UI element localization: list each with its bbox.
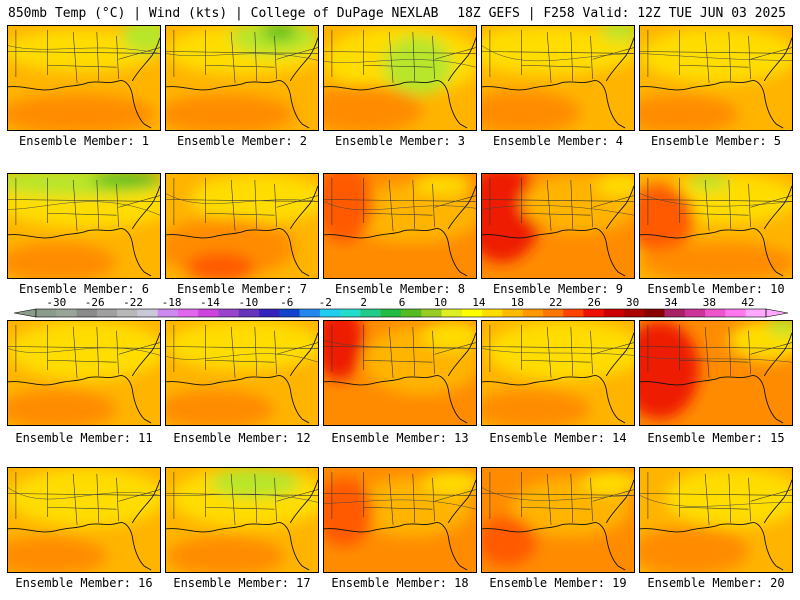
ensemble-member-map [481,25,635,131]
colorbar-swatch [319,309,341,317]
colorbar-swatch [36,309,57,317]
colorbar-tick-label: 14 [472,296,486,309]
colorbar-swatch [644,309,665,317]
colorbar-swatch [218,309,240,317]
colorbar-swatch [441,309,463,317]
ensemble-member-label: Ensemble Member: 4 [492,134,624,148]
ensemble-member-label: Ensemble Member: 16 [15,576,153,590]
colorbar-swatch [725,309,747,317]
ensemble-member-label: Ensemble Member: 5 [650,134,782,148]
ensemble-member-map [7,25,161,131]
colorbar-arrow-right [765,308,789,318]
colorbar-swatch [583,309,605,317]
ensemble-member-map [323,173,477,279]
ensemble-member-label: Ensemble Member: 6 [18,282,150,296]
colorbar-swatch [522,309,544,317]
colorbar-tick-label: -22 [123,296,144,309]
colorbar-tick-label: 22 [549,296,563,309]
colorbar-tick-label: 30 [625,296,640,309]
colorbar-tick-label: -10 [238,296,259,309]
colorbar-swatch [482,309,503,317]
ensemble-member-map [639,320,793,426]
colorbar-swatch [96,309,118,317]
ensemble-member-map [7,320,161,426]
ensemble-member-label: Ensemble Member: 7 [176,282,308,296]
colorbar-swatch [198,309,219,317]
map-title: 850mb Temp (°C) | Wind (kts) | College o… [8,6,439,21]
ensemble-member-map [639,25,793,131]
ensemble-member-map [165,25,319,131]
colorbar-swatch [380,309,402,317]
ensemble-member-map [323,25,477,131]
ensemble-member-map [639,173,793,279]
colorbar-swatch [542,309,564,317]
colorbar-swatch [563,309,584,317]
ensemble-member-label: Ensemble Member: 10 [647,282,785,296]
colorbar-swatch [705,309,726,317]
ensemble-member-label: Ensemble Member: 19 [489,576,627,590]
ensemble-member-map [323,467,477,573]
colorbar-tick-label: 18 [510,296,524,309]
colorbar-swatch [340,309,361,317]
ensemble-member-label: Ensemble Member: 18 [331,576,469,590]
ensemble-member-label: Ensemble Member: 17 [173,576,311,590]
colorbar-swatch [177,309,199,317]
colorbar-swatch [624,309,645,317]
colorbar-swatch [664,309,686,317]
ensemble-member-map [7,467,161,573]
colorbar-tick-label: 34 [664,296,678,309]
ensemble-member-label: Ensemble Member: 9 [492,282,624,296]
colorbar-arrow-left [13,308,37,318]
colorbar-swatch [603,309,625,317]
ensemble-member-map [639,467,793,573]
colorbar-tick-label: -18 [161,296,182,309]
colorbar-swatch [56,309,77,317]
colorbar-swatch [259,309,280,317]
ensemble-member-map [481,173,635,279]
ensemble-member-label: Ensemble Member: 12 [173,431,311,445]
run-valid-time: 18Z GEFS | F258 Valid: 12Z TUE JUN 03 20… [457,6,786,21]
colorbar-swatch [502,309,523,317]
ensemble-member-map [7,173,161,279]
colorbar-tick-label: 2 [360,296,367,309]
ensemble-member-label: Ensemble Member: 1 [18,134,150,148]
colorbar-tick-label: 6 [398,296,406,309]
colorbar-tick-label: -2 [318,296,332,309]
colorbar-swatch [279,309,300,317]
colorbar-tick-label: -30 [46,296,67,309]
colorbar-swatch [299,309,321,317]
colorbar-swatch [76,309,98,317]
colorbar-swatch [401,309,422,317]
colorbar-swatch [745,309,767,317]
ensemble-member-label: Ensemble Member: 13 [331,431,469,445]
colorbar-swatch [461,309,483,317]
colorbar-tick-label: -14 [200,296,220,309]
ensemble-member-map [165,467,319,573]
colorbar-swatch [421,309,442,317]
ensemble-member-label: Ensemble Member: 3 [334,134,466,148]
ensemble-member-map [165,173,319,279]
ensemble-member-label: Ensemble Member: 15 [647,431,785,445]
ensemble-member-label: Ensemble Member: 20 [647,576,785,590]
ensemble-member-map [165,320,319,426]
colorbar-swatch [684,309,706,317]
colorbar-tick-label: 42 [741,296,755,309]
colorbar-tick-label: 38 [702,296,717,309]
colorbar-swatch [137,309,158,317]
ensemble-member-map [323,320,477,426]
ensemble-member-label: Ensemble Member: 14 [489,431,627,445]
colorbar-swatch [238,309,260,317]
colorbar-swatch [360,309,382,317]
ensemble-member-label: Ensemble Member: 11 [15,431,153,445]
colorbar-tick-label: 26 [587,296,601,309]
ensemble-member-map [481,320,635,426]
ensemble-member-map [481,467,635,573]
colorbar-tick-label: -26 [84,296,105,309]
colorbar-tick-label: 10 [433,296,448,309]
colorbar-swatch [117,309,138,317]
colorbar-swatch [157,309,179,317]
ensemble-member-label: Ensemble Member: 2 [176,134,308,148]
colorbar-tick-label: -6 [280,296,294,309]
ensemble-member-label: Ensemble Member: 8 [334,282,466,296]
